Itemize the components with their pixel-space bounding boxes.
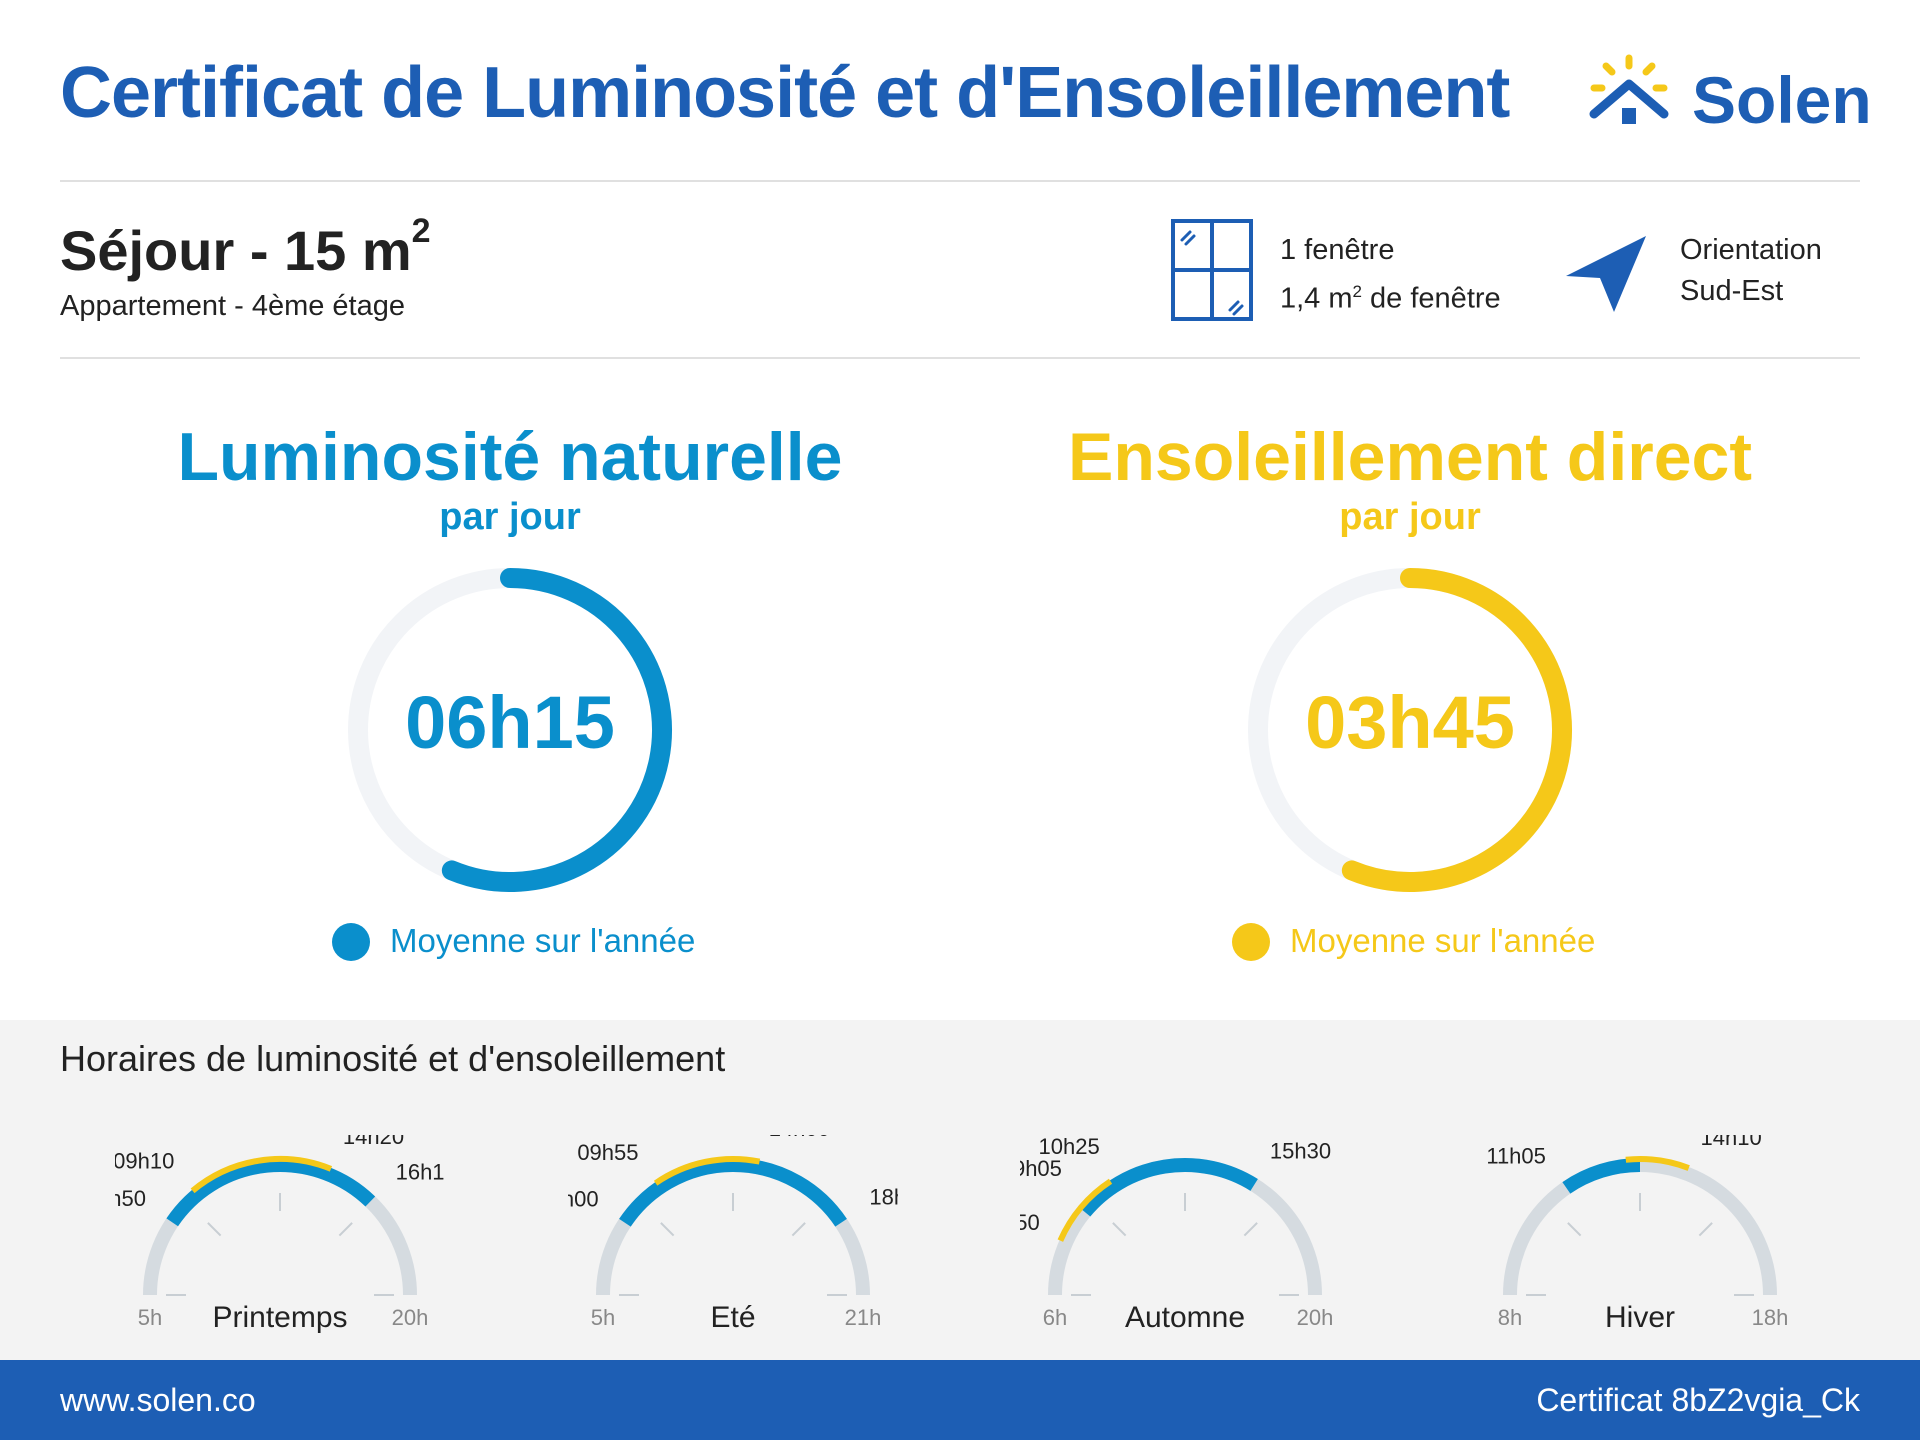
gauge-sunlight-arc	[653, 1156, 761, 1186]
gauge-track	[1503, 1158, 1777, 1296]
gauge-time-label: 14h00	[769, 1135, 830, 1141]
luminosity-value: 06h15	[405, 681, 615, 764]
season-name: Printemps	[212, 1301, 347, 1334]
window-area: 1,4 m2 de fenêtre	[1280, 271, 1501, 320]
legend-text-luminosity: Moyenne sur l'année	[390, 922, 696, 959]
gauge-time-label: 09h10	[115, 1149, 174, 1174]
page-title: Certificat de Luminosité et d'Ensoleille…	[60, 53, 1510, 133]
sunlight-ring	[1248, 568, 1572, 892]
gauge-start-hour: 6h	[1043, 1305, 1067, 1330]
footer-website-link[interactable]: www.solen.co	[60, 1382, 256, 1418]
sunlight-value: 03h45	[1305, 681, 1515, 764]
room-name: Séjour - 15 m	[60, 219, 412, 282]
gauge-luminosity-arc	[1079, 1158, 1258, 1217]
gauge-track	[143, 1158, 417, 1296]
gauge-end-hour: 20h	[1297, 1305, 1334, 1330]
metric-title-luminosity: Luminosité naturelle	[177, 419, 843, 495]
gauge-time-label: 07h50	[115, 1186, 146, 1211]
gauge-tick	[1698, 1222, 1713, 1237]
gauge-luminosity-arc	[1562, 1158, 1641, 1194]
metric-subtitle-sunlight: par jour	[1339, 496, 1481, 538]
orientation-label: Orientation	[1680, 234, 1822, 266]
window-area-prefix: 1,4 m	[1280, 282, 1353, 315]
gauge-ete: 08h00 09h55 14h00 18h00 5h 21h Eté	[568, 1135, 898, 1334]
gauge-track	[596, 1158, 870, 1296]
footer-certificate-id: Certificat 8bZ2vgia_Ck	[1536, 1382, 1860, 1418]
schedule-section	[0, 1020, 1920, 1360]
window-info: 1 fenêtre 1,4 m2 de fenêtre	[1280, 230, 1501, 320]
gauge-sunlight-arc	[1625, 1156, 1690, 1171]
gauge-printemps: 07h50 09h10 14h20 16h10 5h 20h Printemps	[115, 1135, 445, 1334]
gauge-start-hour: 5h	[591, 1305, 615, 1330]
gauge-time-label: 08h00	[568, 1187, 599, 1212]
room-area-exponent: 2	[411, 212, 431, 250]
legend-dot-sunlight	[1232, 923, 1270, 961]
metric-subtitle-luminosity: par jour	[439, 496, 581, 538]
gauge-tick	[1243, 1222, 1258, 1237]
gauge-end-hour: 20h	[392, 1305, 429, 1330]
gauge-automne: 07h50 09h0510h25 15h30 6h 20h Automne	[1020, 1135, 1334, 1334]
gauge-start-hour: 8h	[1498, 1305, 1522, 1330]
gauge-time-label: 11h05	[1486, 1144, 1546, 1169]
gauge-time-label: 16h10	[396, 1160, 445, 1185]
divider	[60, 357, 1860, 359]
gauge-end-hour: 18h	[1752, 1305, 1789, 1330]
gauge-end-hour: 21h	[845, 1305, 882, 1330]
ring-progress-arc	[441, 568, 672, 892]
solen-logo-icon	[1589, 54, 1669, 124]
luminosity-ring	[348, 568, 672, 892]
gauge-time-label: 18h00	[869, 1185, 898, 1210]
gauge-time-label: 15h30	[1270, 1138, 1331, 1163]
gauge-tick	[1567, 1222, 1582, 1237]
gauge-time-label: 07h50	[1020, 1210, 1040, 1235]
window-area-exponent: 2	[1352, 282, 1362, 301]
gauge-time-label: 14h10	[1701, 1135, 1762, 1150]
window-icon	[1171, 219, 1253, 321]
gauge-tick	[1112, 1222, 1127, 1237]
gauge-luminosity-arc	[166, 1158, 376, 1227]
schedule-title: Horaires de luminosité et d'ensoleilleme…	[60, 1038, 726, 1079]
gauge-luminosity-arc	[619, 1158, 847, 1227]
gauge-tick	[207, 1222, 222, 1237]
gauge-tick	[660, 1222, 675, 1237]
gauge-sunlight-arc	[1057, 1178, 1113, 1242]
gauge-tick	[791, 1222, 806, 1237]
window-count: 1 fenêtre	[1280, 234, 1395, 266]
metric-title-sunlight: Ensoleillement direct	[1068, 419, 1752, 495]
season-name: Hiver	[1605, 1301, 1675, 1334]
gauge-hiver: 11h0512h4014h108h18hHiver	[1486, 1135, 1789, 1334]
ring-progress-arc	[1341, 568, 1572, 892]
divider	[60, 180, 1860, 182]
room-description: Appartement - 4ème étage	[60, 290, 405, 322]
season-name: Automne	[1125, 1301, 1245, 1334]
legend-dot-luminosity	[332, 923, 370, 961]
gauge-time-label: 09h05	[1020, 1156, 1062, 1181]
gauge-tick	[338, 1222, 353, 1237]
gauge-track	[1048, 1158, 1322, 1296]
gauge-time-label: 14h20	[343, 1135, 404, 1149]
orientation-info: Orientation Sud-Est	[1680, 230, 1822, 312]
window-area-suffix: de fenêtre	[1362, 282, 1501, 315]
legend-text-sunlight: Moyenne sur l'année	[1290, 922, 1596, 959]
room-title: Séjour - 15 m2	[60, 212, 431, 283]
gauge-time-label: 10h25	[1039, 1135, 1100, 1159]
footer-bar	[0, 1360, 1920, 1440]
gauge-time-label: 09h55	[577, 1140, 638, 1165]
brand-name: Solen	[1692, 63, 1872, 137]
orientation-value: Sud-Est	[1680, 275, 1784, 307]
season-name: Eté	[710, 1301, 755, 1334]
compass-arrow-icon	[1566, 236, 1646, 312]
gauge-start-hour: 5h	[138, 1305, 162, 1330]
gauge-sunlight-arc	[190, 1156, 333, 1194]
